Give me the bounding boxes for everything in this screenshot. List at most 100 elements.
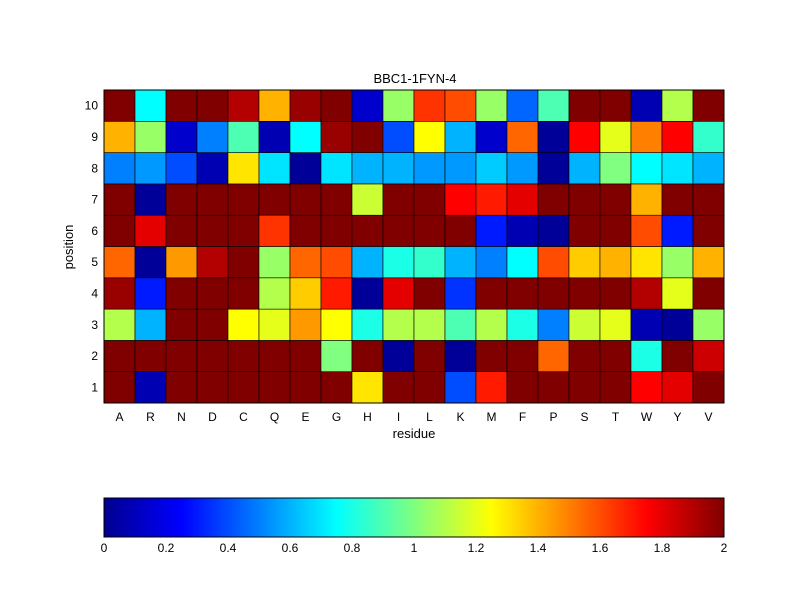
heatmap-cell-1-H <box>351 371 384 404</box>
heatmap-cell-7-K <box>444 183 477 216</box>
heatmap-cell-3-K <box>444 308 477 341</box>
heatmap-cell-5-Y <box>661 246 694 279</box>
heatmap-cell-7-P <box>537 183 570 216</box>
y-axis-label: position <box>61 225 76 270</box>
heatmap-cell-8-A <box>103 152 136 185</box>
heatmap-cell-4-G <box>320 277 353 310</box>
heatmap-cell-9-V <box>692 121 725 153</box>
heatmap-cell-9-T <box>599 121 632 153</box>
heatmap-cell-4-T <box>599 277 632 310</box>
heatmap-cell-9-G <box>320 121 353 153</box>
y-tick-labels: 1 2 3 4 5 6 7 8 9 10 <box>85 99 99 395</box>
heatmap-cell-1-A <box>103 371 136 404</box>
chart-title: BBC1-1FYN-4 <box>373 71 456 86</box>
heatmap-cell-8-V <box>692 152 725 185</box>
heatmap-cell-8-Y <box>661 152 694 185</box>
heatmap-cell-4-C <box>227 277 260 310</box>
x-tick-label: M <box>487 410 497 424</box>
heatmap-cell-7-G <box>320 183 353 216</box>
heatmap-cell-6-E <box>289 214 322 247</box>
heatmap-cell-10-N <box>165 89 198 122</box>
heatmap-cell-10-H <box>351 89 384 122</box>
heatmap-cell-7-L <box>413 183 446 216</box>
heatmap-cell-2-M <box>475 340 508 372</box>
heatmap-cell-1-W <box>630 371 663 404</box>
heatmap-cell-8-W <box>630 152 663 185</box>
heatmap-cell-10-Y <box>661 89 694 122</box>
heatmap-cell-3-L <box>413 308 446 341</box>
colorbar-tick-label: 0.2 <box>158 541 175 555</box>
heatmap-cell-6-A <box>103 214 136 247</box>
heatmap-cell-6-G <box>320 214 353 247</box>
y-tick-label: 5 <box>91 255 98 269</box>
heatmap-cell-4-K <box>444 277 477 310</box>
heatmap-cell-6-H <box>351 214 384 247</box>
x-tick-label: P <box>549 410 557 424</box>
y-tick-label: 2 <box>91 349 98 363</box>
heatmap-cell-5-I <box>382 246 415 279</box>
heatmap-cell-8-P <box>537 152 570 185</box>
heatmap-cell-9-Y <box>661 121 694 153</box>
heatmap-cell-7-H <box>351 183 384 216</box>
heatmap-cell-9-W <box>630 121 663 153</box>
heatmap-cell-5-N <box>165 246 198 279</box>
heatmap-cell-6-Q <box>258 214 291 247</box>
heatmap-cell-7-I <box>382 183 415 216</box>
y-tick-label: 4 <box>91 286 98 300</box>
y-tick-label: 1 <box>91 380 98 394</box>
heatmap-cell-9-L <box>413 121 446 153</box>
heatmap-cell-2-Y <box>661 340 694 372</box>
heatmap-cell-2-D <box>196 340 229 372</box>
heatmap-cell-1-V <box>692 371 725 404</box>
heatmap-cell-3-D <box>196 308 229 341</box>
heatmap-cell-9-D <box>196 121 229 153</box>
heatmap-cell-7-D <box>196 183 229 216</box>
x-tick-label: Y <box>673 410 681 424</box>
heatmap-cell-10-P <box>537 89 570 122</box>
heatmap-cell-2-P <box>537 340 570 372</box>
heatmap-cell-9-P <box>537 121 570 153</box>
heatmap-cell-2-K <box>444 340 477 372</box>
heatmap-cell-2-Q <box>258 340 291 372</box>
heatmap-cell-10-T <box>599 89 632 122</box>
heatmap-cell-4-A <box>103 277 136 310</box>
heatmap-cell-4-R <box>134 277 167 310</box>
heatmap-cell-1-L <box>413 371 446 404</box>
heatmap-cell-5-K <box>444 246 477 279</box>
heatmap-cell-3-P <box>537 308 570 341</box>
heatmap-cell-8-L <box>413 152 446 185</box>
heatmap-cell-6-N <box>165 214 198 247</box>
colorbar <box>104 498 724 537</box>
heatmap-cell-3-G <box>320 308 353 341</box>
heatmap-cell-9-H <box>351 121 384 153</box>
colorbar-tick-label: 0.4 <box>220 541 237 555</box>
heatmap-cell-3-F <box>506 308 539 341</box>
heatmap-cell-10-D <box>196 89 229 122</box>
heatmap-cell-6-C <box>227 214 260 247</box>
heatmap-cell-8-M <box>475 152 508 185</box>
heatmap-cell-6-K <box>444 214 477 247</box>
heatmap-cell-4-S <box>568 277 601 310</box>
x-tick-label: L <box>426 410 433 424</box>
heatmap-cell-8-E <box>289 152 322 185</box>
colorbar-tick-label: 0.6 <box>282 541 299 555</box>
heatmap-cell-10-K <box>444 89 477 122</box>
heatmap-cells <box>103 89 725 404</box>
heatmap-cell-7-M <box>475 183 508 216</box>
heatmap-cell-3-C <box>227 308 260 341</box>
heatmap-cell-5-W <box>630 246 663 279</box>
heatmap-cell-3-Q <box>258 308 291 341</box>
heatmap-cell-8-F <box>506 152 539 185</box>
heatmap-cell-7-N <box>165 183 198 216</box>
heatmap-cell-7-C <box>227 183 260 216</box>
heatmap-cell-6-P <box>537 214 570 247</box>
colorbar-tick-label: 1.6 <box>592 541 609 555</box>
heatmap-cell-10-F <box>506 89 539 122</box>
x-tick-label: T <box>612 410 620 424</box>
heatmap-cell-2-T <box>599 340 632 372</box>
heatmap-cell-9-A <box>103 121 136 153</box>
heatmap-cell-9-F <box>506 121 539 153</box>
heatmap-cell-10-Q <box>258 89 291 122</box>
